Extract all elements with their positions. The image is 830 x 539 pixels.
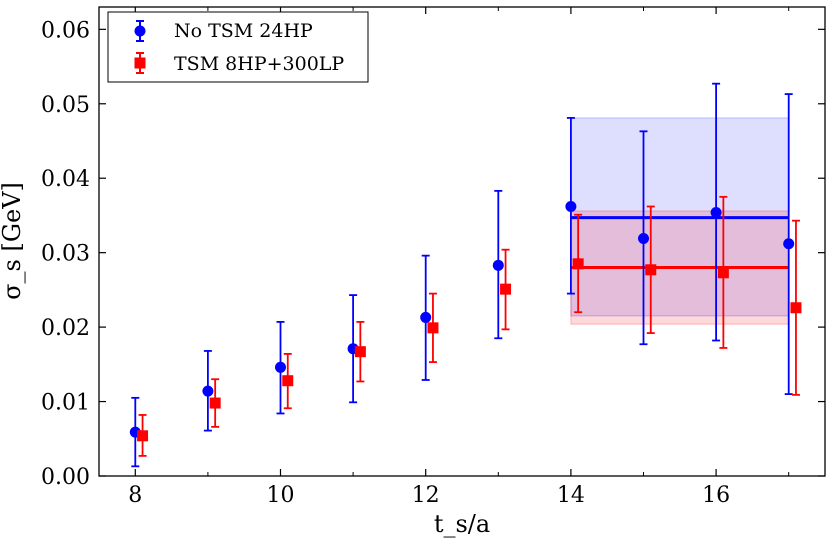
- y-axis-ticks: 0.00 0.01 0.02 0.03 0.04 0.05 0.06: [41, 18, 825, 490]
- y-axis-label: σ_s [GeV]: [0, 182, 26, 300]
- legend-marker-no-tsm: [134, 20, 146, 42]
- y-tick-label: 0.00: [41, 465, 90, 490]
- legend-label-no-tsm: No TSM 24HP: [174, 20, 313, 42]
- y-tick-label: 0.02: [41, 316, 90, 341]
- x-axis-label: t_s/a: [434, 510, 490, 538]
- data-point: [209, 397, 221, 409]
- x-tick-label: 8: [128, 483, 142, 508]
- fit-lines: [570, 216, 789, 270]
- y-tick-label: 0.01: [41, 391, 90, 416]
- data-point: [492, 259, 504, 271]
- data-point: [275, 361, 286, 373]
- y-tick-label: 0.04: [41, 167, 90, 192]
- y-tick-label: 0.06: [41, 18, 90, 43]
- legend: No TSM 24HP TSM 8HP+300LP: [107, 11, 369, 83]
- data-point: [645, 264, 657, 276]
- data-point: [202, 385, 214, 397]
- data-point: [638, 233, 649, 245]
- y-tick-label: 0.03: [41, 242, 90, 267]
- data-point: [790, 302, 802, 314]
- data-point: [572, 258, 584, 270]
- data-point: [710, 206, 722, 218]
- fit-bands: [570, 117, 790, 325]
- data-point: [354, 346, 366, 358]
- x-tick-label: 12: [412, 483, 440, 508]
- data-point: [137, 430, 149, 442]
- data-point: [717, 267, 729, 279]
- data-point: [420, 311, 432, 323]
- data-point: [427, 322, 439, 334]
- x-tick-label: 10: [267, 483, 295, 508]
- plot-frame: [98, 6, 826, 477]
- legend-box: [107, 11, 369, 83]
- x-tick-label: 16: [702, 483, 730, 508]
- legend-marker-tsm: [134, 52, 146, 74]
- data-points: [129, 201, 802, 442]
- data-point: [282, 375, 294, 387]
- x-axis-ticks: 8 10 12 14 16: [128, 7, 790, 508]
- data-point: [565, 201, 577, 213]
- legend-label-tsm: TSM 8HP+300LP: [174, 53, 344, 75]
- y-tick-label: 0.05: [41, 93, 90, 118]
- data-point: [783, 238, 795, 250]
- data-point: [500, 283, 512, 295]
- x-tick-label: 14: [557, 483, 585, 508]
